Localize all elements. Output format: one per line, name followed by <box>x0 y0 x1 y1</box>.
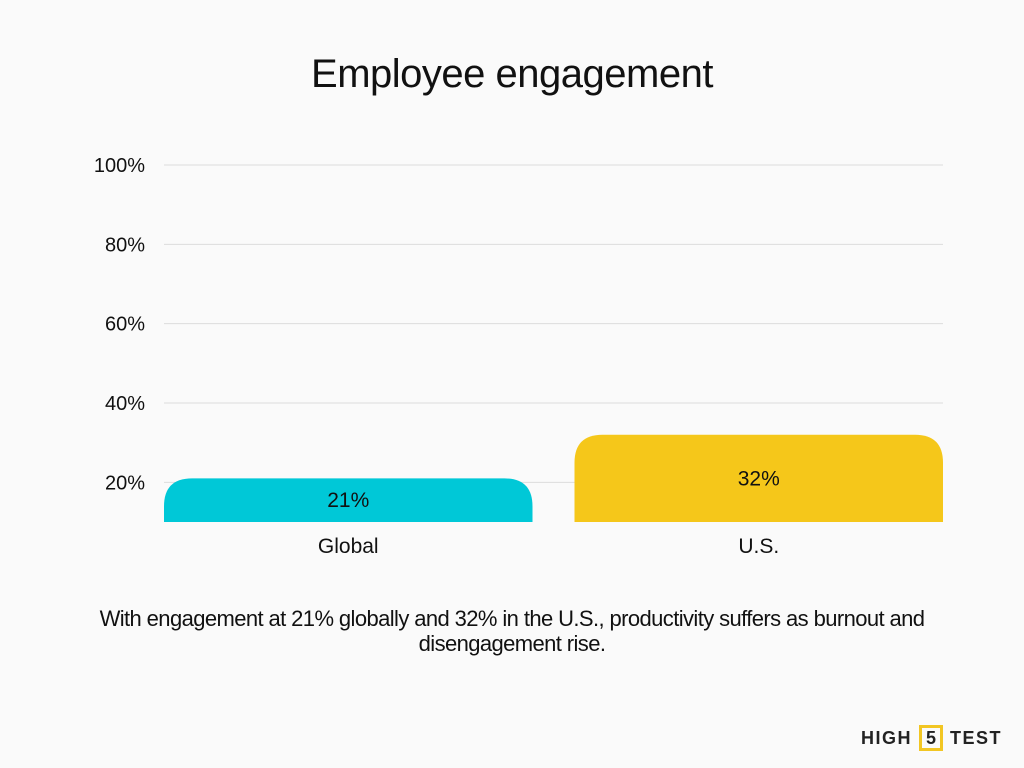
brand-logo: HIGH 5 TEST <box>861 725 1002 751</box>
chart-caption: With engagement at 21% globally and 32% … <box>99 606 925 656</box>
chart-title: Employee engagement <box>311 52 713 96</box>
bar-us <box>574 434 943 522</box>
y-tick-label: 40% <box>105 393 145 415</box>
logo-text-test: TEST <box>950 727 1003 748</box>
x-category-label: U.S. <box>738 535 779 558</box>
y-tick-label: 60% <box>105 314 145 336</box>
y-tick-label: 20% <box>105 472 145 494</box>
bar-chart: 20% 40% 60% 80% 100% 21% Global 32% U.S. <box>94 155 943 558</box>
logo-text-high: HIGH <box>861 727 912 748</box>
bar-value-label: 21% <box>327 489 369 512</box>
x-category-label: Global <box>318 535 379 558</box>
logo-five-box: 5 <box>919 725 944 751</box>
bar-value-label: 32% <box>738 467 780 490</box>
y-tick-label: 80% <box>105 234 145 256</box>
y-tick-label: 100% <box>94 155 145 177</box>
bar-global <box>164 478 533 522</box>
